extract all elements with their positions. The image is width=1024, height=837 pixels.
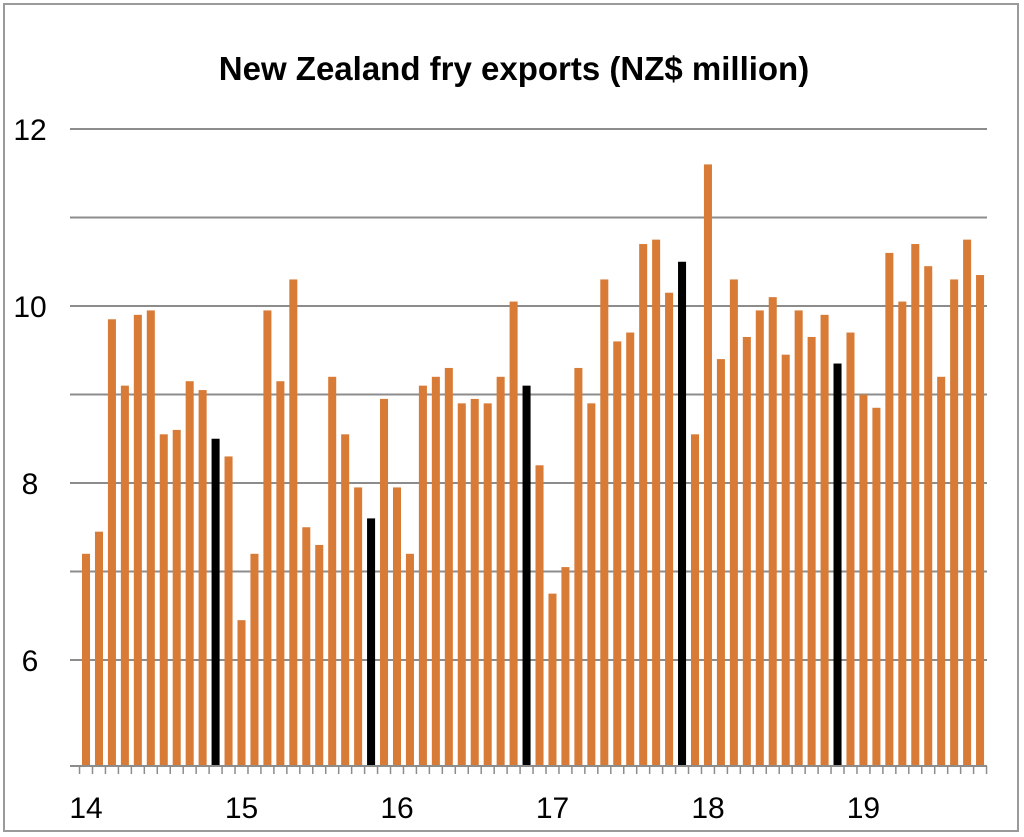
bar (729, 279, 738, 766)
bar (820, 314, 829, 766)
bar (755, 310, 764, 766)
bar (678, 261, 687, 766)
x-tick-label: 17 (536, 792, 569, 825)
bar (405, 553, 414, 766)
bar (315, 544, 324, 766)
bar (289, 279, 298, 766)
bar (548, 593, 557, 767)
bar (250, 553, 259, 766)
bar (781, 354, 790, 766)
y-tick-label: 8 (22, 468, 39, 501)
bar (431, 376, 440, 766)
bar (963, 239, 972, 767)
chart-title: New Zealand fry exports (NZ$ million) (219, 50, 809, 87)
bar (950, 279, 959, 766)
y-tick-label: 10 (13, 291, 46, 324)
bar (392, 487, 401, 766)
bar (885, 252, 894, 766)
bar (211, 438, 220, 766)
x-axis-ticks: 14 15 16 17 18 19 (69, 792, 880, 825)
x-tick-label: 14 (69, 792, 102, 825)
bar (457, 403, 466, 766)
x-tick-label: 15 (225, 792, 258, 825)
bar (613, 341, 622, 766)
y-axis-ticks: 12 10 8 6 (13, 114, 46, 678)
bar (690, 434, 700, 766)
bar (600, 279, 609, 766)
bar (522, 385, 531, 766)
bar (483, 403, 492, 766)
bar (833, 363, 842, 766)
bar (380, 398, 389, 766)
x-axis (70, 765, 988, 774)
bar (911, 244, 920, 767)
bar (198, 390, 207, 766)
bar (94, 531, 103, 766)
bar (224, 456, 233, 766)
x-tick-label: 18 (691, 792, 724, 825)
bar (807, 336, 816, 766)
bar (898, 301, 907, 766)
bar (976, 275, 985, 766)
bar (159, 434, 168, 766)
bar (937, 376, 946, 766)
bar (561, 567, 570, 766)
bar (872, 407, 881, 766)
bar (107, 319, 116, 766)
y-tick-label: 6 (22, 645, 39, 678)
bar (652, 239, 661, 767)
bar (639, 244, 648, 767)
bar (470, 398, 479, 766)
bar (859, 394, 868, 766)
bar (496, 376, 505, 766)
bar (703, 164, 712, 766)
bar (924, 266, 933, 766)
bar (574, 367, 583, 766)
bar (535, 465, 544, 766)
bar (276, 381, 285, 766)
bar (768, 297, 777, 766)
bar (120, 385, 129, 766)
bar (665, 292, 674, 766)
bar (302, 527, 311, 766)
bar (794, 310, 803, 766)
bar (82, 553, 91, 766)
bars (82, 164, 985, 767)
bar (626, 332, 635, 766)
bar (354, 487, 363, 766)
bar (341, 434, 350, 766)
bar (328, 376, 337, 766)
bar (133, 314, 142, 766)
bar (185, 381, 194, 766)
bar (742, 336, 751, 766)
bar (444, 367, 453, 766)
bar (509, 301, 518, 766)
bar (846, 332, 855, 766)
x-tick-label: 16 (380, 792, 413, 825)
bar (367, 518, 376, 766)
x-tick-label: 19 (847, 792, 880, 825)
y-tick-label: 12 (13, 114, 46, 147)
bar (587, 403, 596, 766)
bar (418, 385, 427, 766)
bar (146, 310, 155, 766)
bar (716, 359, 725, 766)
bar (237, 620, 246, 766)
bar (263, 310, 272, 766)
bar (172, 429, 181, 766)
